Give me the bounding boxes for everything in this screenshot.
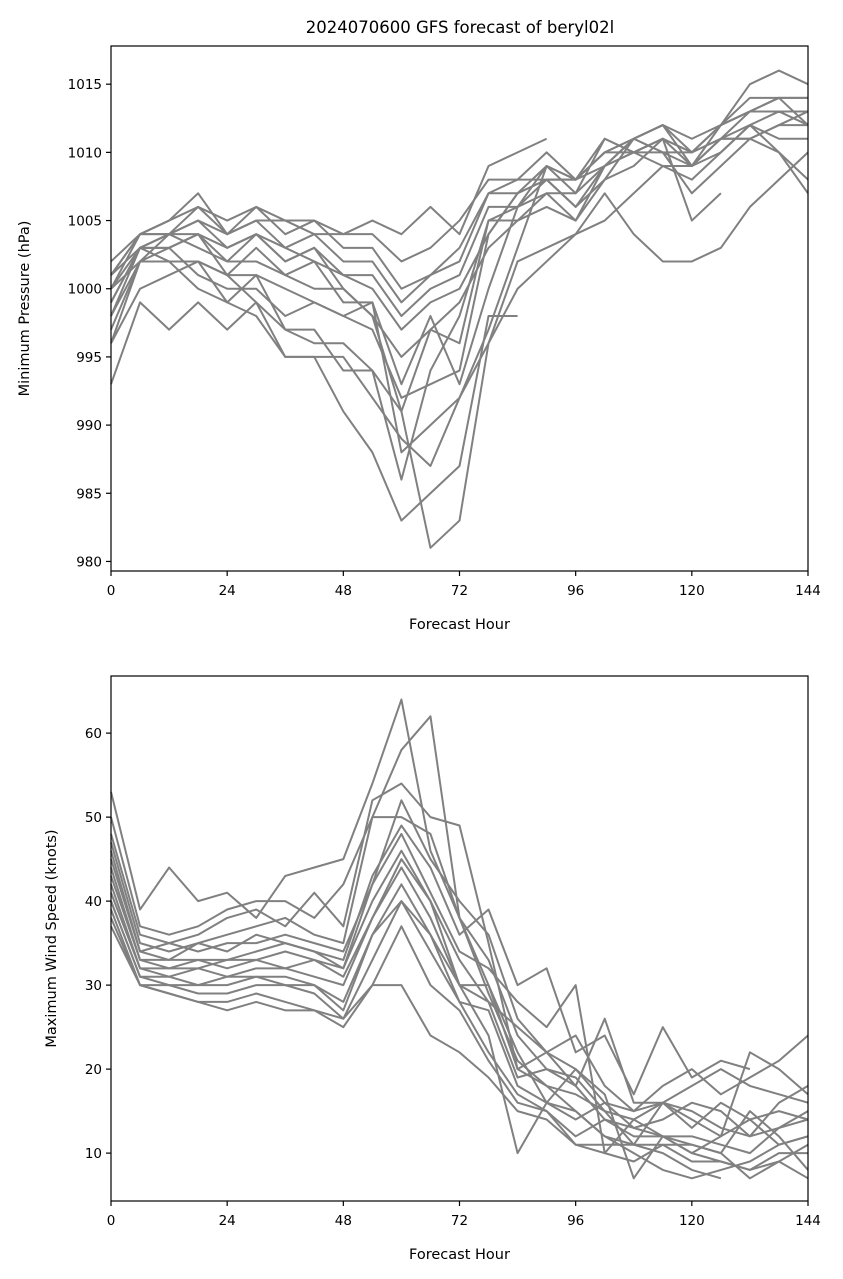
- wind-x-tick-label-72: 72: [451, 1213, 468, 1229]
- pressure-series-line-9: [110, 124, 808, 358]
- pressure-y-tick-label-1000: 1000: [68, 282, 102, 298]
- chart-title: 2024070600 GFS forecast of beryl02l: [306, 18, 614, 37]
- wind-x-tick-label-0: 0: [107, 1213, 116, 1229]
- wind-series-line-1: [110, 698, 722, 1180]
- pressure-y-tick-label-995: 995: [76, 350, 102, 366]
- wind-series-line-3: [110, 782, 809, 1180]
- pressure-series-line-4: [110, 96, 808, 481]
- wind-x-tick-label-48: 48: [335, 1213, 352, 1229]
- pressure-x-tick-label-72: 72: [451, 583, 468, 599]
- pressure-x-ticks: 0 24 48 72 96 120 144: [107, 571, 821, 599]
- wind-series-line-14: [110, 917, 808, 1171]
- wind-y-tick-label-50: 50: [85, 810, 102, 826]
- wind-series-line-6: [110, 824, 751, 1096]
- pressure-y-tick-label-1015: 1015: [68, 77, 102, 93]
- wind-series-line-5: [110, 799, 809, 1138]
- wind-y-tick-label-60: 60: [85, 726, 102, 742]
- pressure-x-tick-label-96: 96: [567, 583, 584, 599]
- wind-chart: 0 24 48 72 96 120 144 10 20 30 40 50 60 Forecast Ho…: [44, 675, 821, 1263]
- pressure-y-tick-label-1010: 1010: [68, 145, 102, 161]
- wind-x-tick-label-144: 144: [795, 1213, 821, 1229]
- wind-series-line-4: [110, 816, 809, 1155]
- pressure-y-tick-label-980: 980: [76, 554, 102, 570]
- wind-y-tick-label-10: 10: [85, 1146, 102, 1162]
- wind-series-line-13: [110, 900, 809, 1155]
- pressure-y-tick-label-990: 990: [76, 418, 102, 434]
- wind-y-tick-label-30: 30: [85, 978, 102, 994]
- pressure-series-line-15: [110, 96, 809, 276]
- wind-series-line-15: [110, 925, 809, 1180]
- pressure-series-group: [110, 69, 809, 549]
- pressure-x-tick-label-144: 144: [795, 583, 821, 599]
- pressure-y-tick-label-985: 985: [76, 486, 102, 502]
- pressure-y-ticks: 980 985 990 995 1000 1005 1010 1015: [68, 77, 111, 570]
- pressure-y-tick-label-1005: 1005: [68, 214, 102, 230]
- wind-series-line-8: [110, 849, 809, 1113]
- pressure-x-axis-label: Forecast Hour: [409, 617, 510, 633]
- wind-series-group: [110, 698, 809, 1180]
- pressure-x-tick-label-120: 120: [679, 583, 705, 599]
- pressure-x-tick-label-24: 24: [219, 583, 236, 599]
- wind-y-axis-label: Maximum Wind Speed (knots): [44, 829, 60, 1047]
- wind-y-tick-label-40: 40: [85, 894, 102, 910]
- wind-x-tick-label-96: 96: [567, 1213, 584, 1229]
- wind-x-tick-label-120: 120: [679, 1213, 705, 1229]
- wind-y-tick-label-20: 20: [85, 1062, 102, 1078]
- wind-x-axis-label: Forecast Hour: [409, 1247, 510, 1263]
- pressure-x-tick-label-0: 0: [107, 583, 116, 599]
- wind-x-tick-label-24: 24: [219, 1213, 236, 1229]
- pressure-y-axis-label: Minimum Pressure (hPa): [17, 221, 33, 397]
- wind-y-ticks: 10 20 30 40 50 60: [85, 726, 111, 1162]
- pressure-chart: 2024070600 GFS forecast of beryl02l 0 24 4…: [17, 18, 821, 633]
- wind-x-ticks: 0 24 48 72 96 120 144: [107, 1201, 821, 1229]
- pressure-x-tick-label-48: 48: [335, 583, 352, 599]
